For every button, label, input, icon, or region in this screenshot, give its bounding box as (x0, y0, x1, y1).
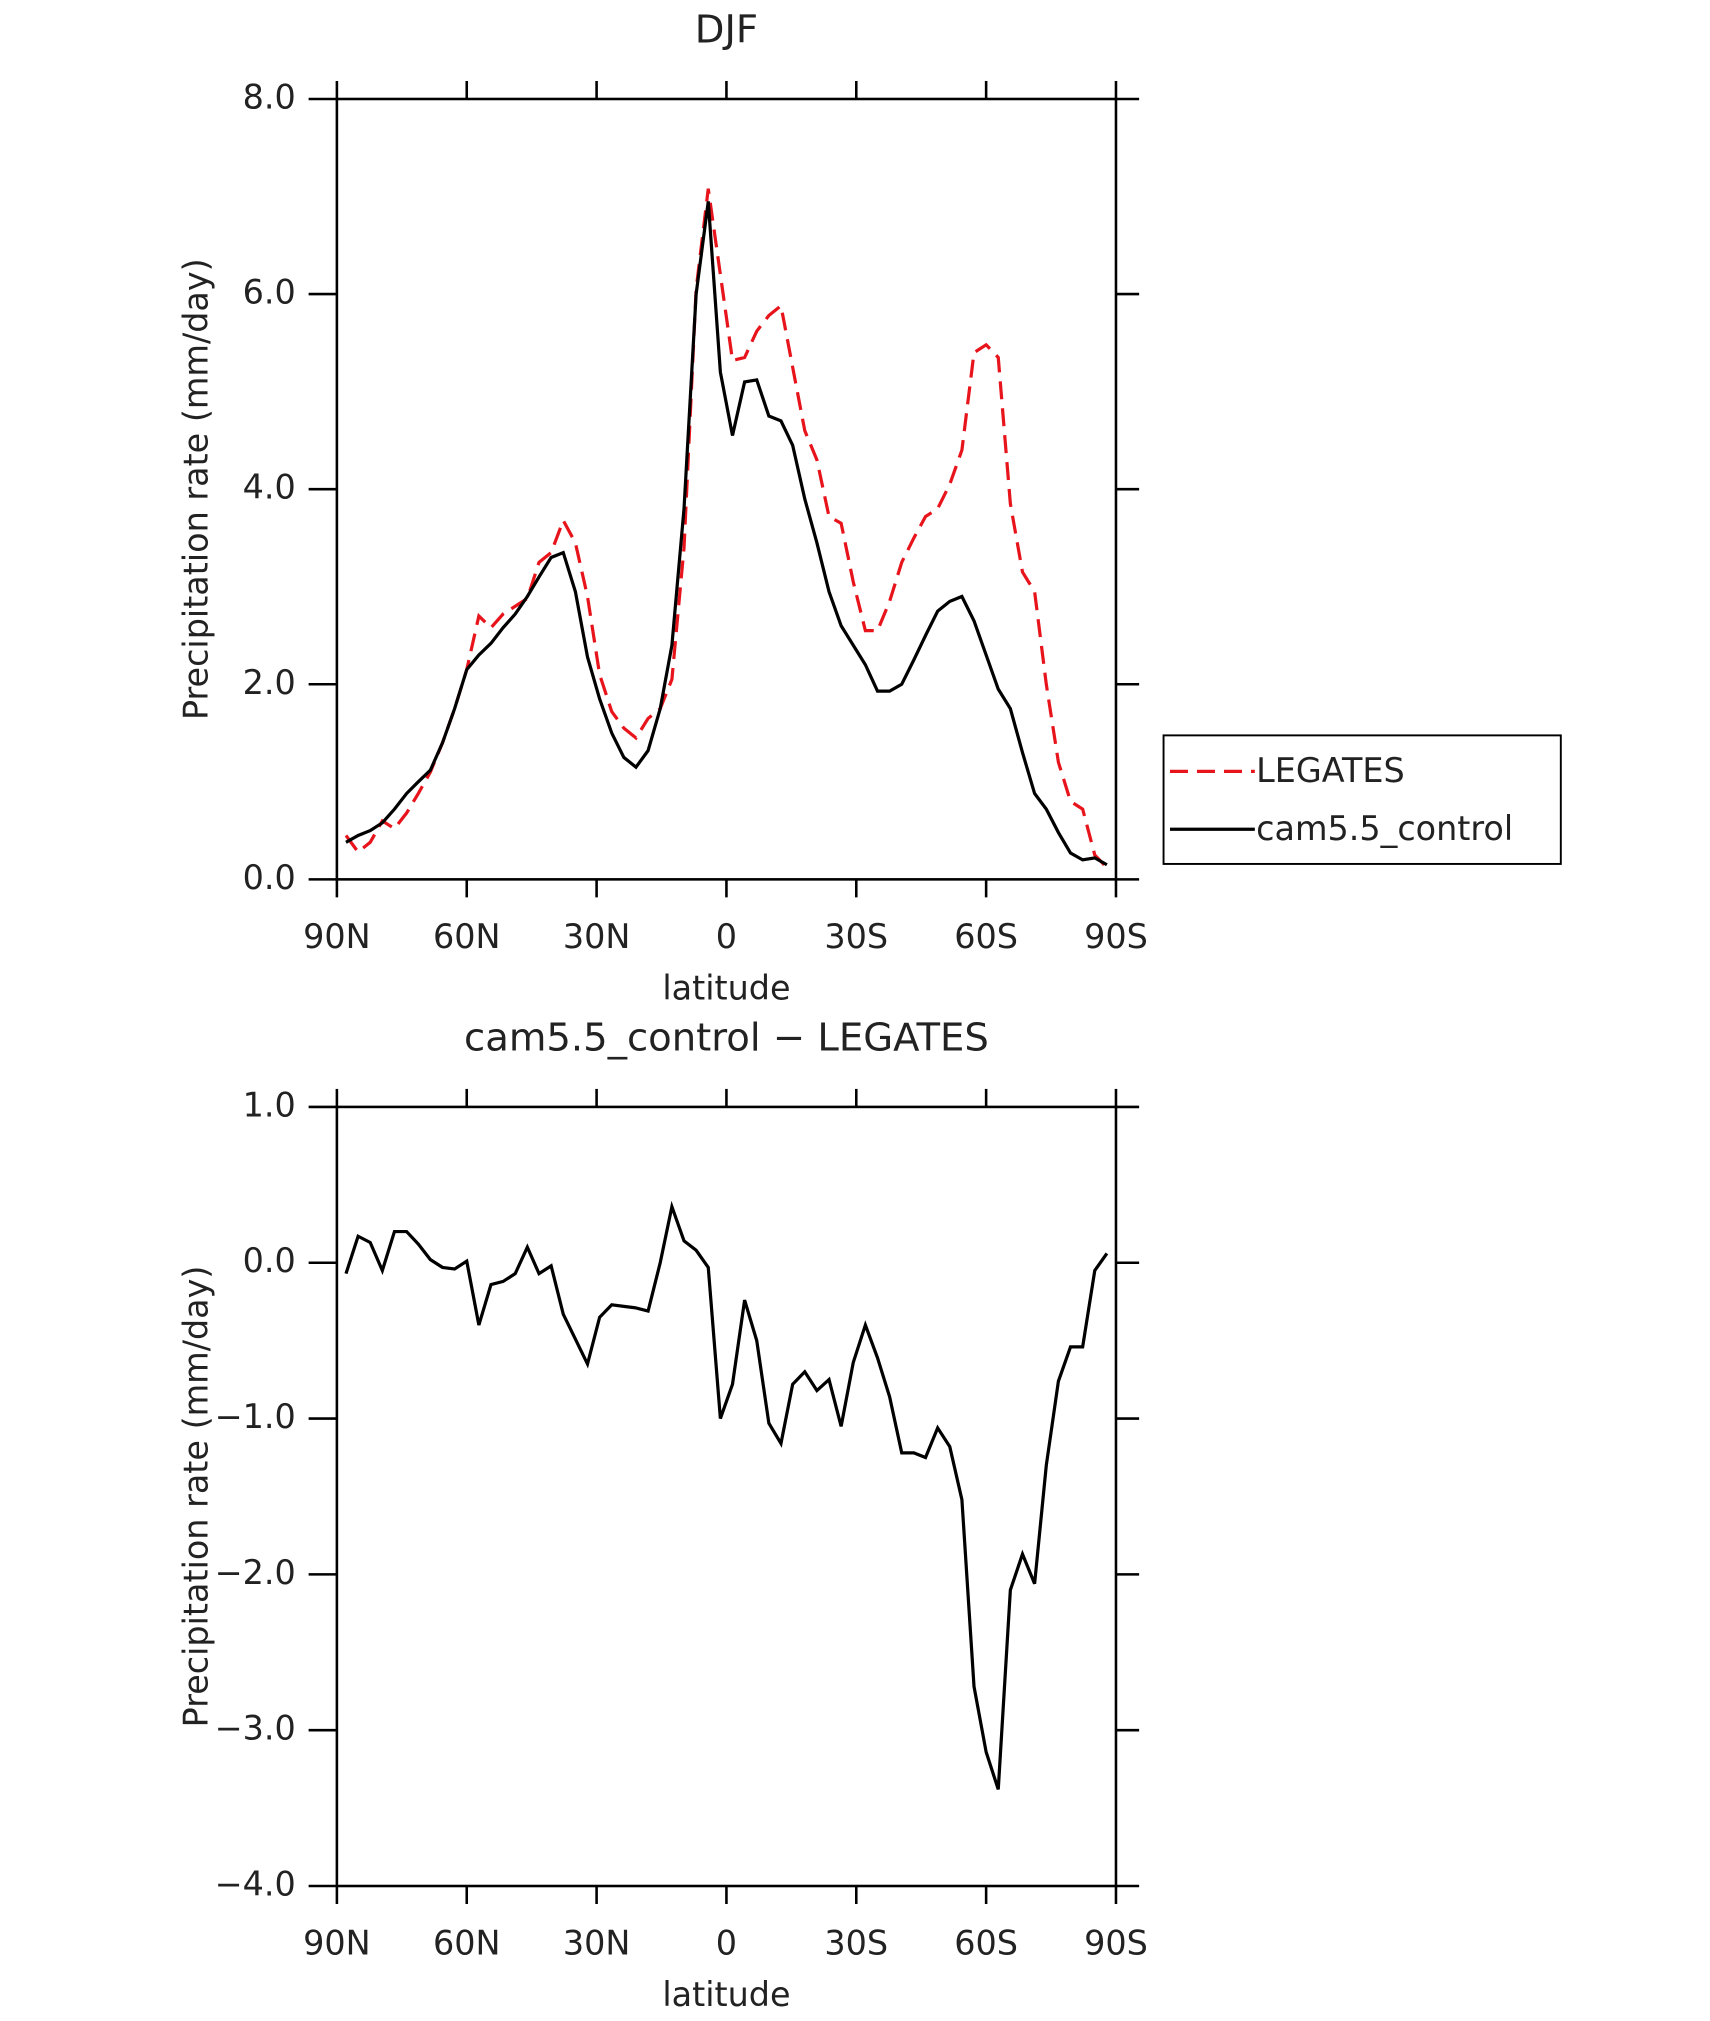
y-tick-label: −4.0 (215, 1865, 296, 1904)
x-tick-label: 90S (1084, 1924, 1148, 1963)
x-tick-label: 30N (563, 1924, 631, 1963)
y-tick-label: 2.0 (243, 663, 296, 702)
plot-frame (335, 97, 1118, 881)
chart-title: DJF (695, 8, 758, 53)
legend-label: cam5.5_control (1256, 809, 1513, 848)
x-tick-label: 0 (716, 1924, 737, 1963)
x-tick-label: 90S (1084, 917, 1148, 956)
x-tick-label: 30S (824, 1924, 888, 1963)
x-tick-label: 30N (563, 917, 631, 956)
x-tick-label: 60S (954, 1924, 1018, 1963)
data-line (344, 188, 1109, 869)
x-tick-label: 60S (954, 917, 1018, 956)
data-line (344, 1200, 1109, 1790)
chart-title: cam5.5_control − LEGATES (464, 1016, 989, 1061)
x-tick-label: 60N (433, 917, 501, 956)
x-tick-label: 60N (433, 1924, 501, 1963)
legend-label: LEGATES (1256, 751, 1405, 790)
x-tick-label: 0 (716, 917, 737, 956)
x-tick-label: 90N (303, 1924, 371, 1963)
y-tick-label: −2.0 (215, 1553, 296, 1592)
y-tick-label: −3.0 (215, 1709, 296, 1748)
x-axis-label: latitude (662, 968, 790, 1007)
x-tick-label: 30S (824, 917, 888, 956)
y-tick-label: −1.0 (215, 1397, 296, 1436)
x-axis-label: latitude (662, 1975, 790, 2014)
y-tick-label: 8.0 (243, 77, 296, 116)
legend-box (1162, 734, 1562, 865)
y-axis-label: Precipitation rate (mm/day) (177, 258, 216, 720)
x-tick-label: 90N (303, 917, 371, 956)
y-tick-label: 0.0 (243, 858, 296, 897)
plot-frame (335, 1105, 1118, 1888)
data-line (345, 201, 1108, 867)
y-axis-label: Precipitation rate (mm/day) (177, 1266, 216, 1728)
y-tick-label: 4.0 (243, 468, 296, 507)
y-tick-label: 0.0 (243, 1241, 296, 1280)
y-tick-label: 1.0 (243, 1085, 296, 1124)
y-tick-label: 6.0 (243, 273, 296, 312)
